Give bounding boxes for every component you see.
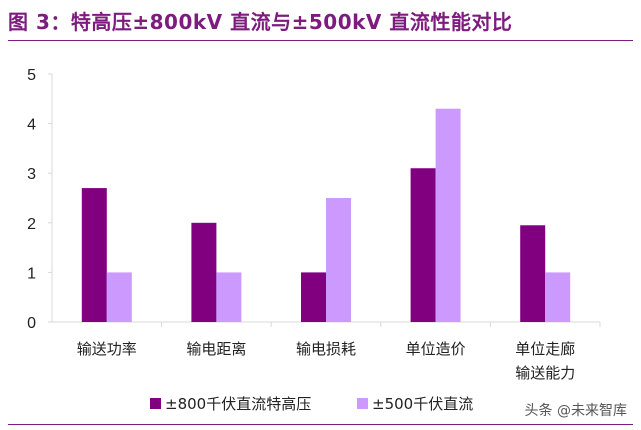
bar-800kv — [81, 188, 107, 322]
x-category-label: 输电距离 — [186, 340, 246, 358]
x-category-label: 输电损耗 — [296, 340, 356, 358]
legend-swatch — [357, 398, 368, 409]
legend-swatch — [150, 398, 161, 409]
y-tick-label: 3 — [27, 166, 36, 183]
x-category-label: 单位造价 — [406, 340, 466, 358]
y-tick-label: 2 — [27, 216, 36, 233]
bar-800kv — [191, 222, 217, 322]
bar-800kv — [301, 272, 326, 322]
y-tick-label: 0 — [27, 315, 36, 332]
title-divider — [8, 40, 633, 41]
bar-800kv — [520, 225, 546, 322]
bar-500kv — [545, 272, 571, 322]
bar-800kv — [410, 168, 436, 322]
x-category-label: 输送功率 — [77, 340, 137, 358]
watermark: 头条 @未来智库 — [524, 403, 627, 419]
y-tick-label: 4 — [27, 117, 36, 134]
bar-500kv — [435, 108, 461, 322]
x-category-label: 单位走廊 — [515, 340, 575, 358]
x-category-label: 输送能力 — [515, 364, 575, 382]
bar-500kv — [216, 272, 242, 322]
chart-title: 图 3：特高压±800kV 直流与±500kV 直流性能对比 — [8, 10, 513, 34]
bar-500kv — [106, 272, 132, 322]
y-tick-label: 1 — [27, 265, 36, 282]
bottom-divider — [8, 424, 633, 425]
legend-label: ±500千伏直流 — [372, 395, 473, 413]
y-tick-label: 5 — [27, 67, 36, 84]
legend-label: ±800千伏直流特高压 — [165, 395, 311, 413]
bar-500kv — [326, 198, 351, 322]
